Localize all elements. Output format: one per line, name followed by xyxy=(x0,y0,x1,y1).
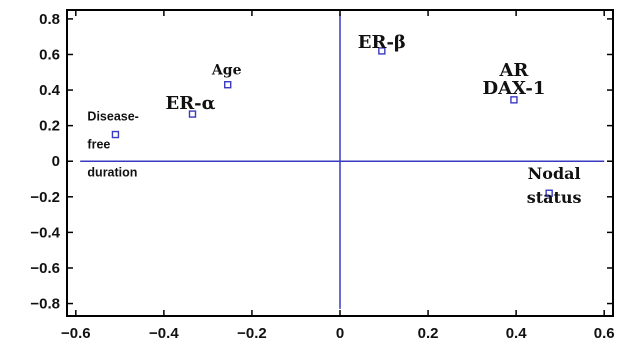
point-label-line: ER-β xyxy=(358,32,406,53)
y-tick-label: 0 xyxy=(52,153,60,170)
point-label-nodal-status: Nodal status xyxy=(527,164,582,207)
reference-lines xyxy=(80,13,605,309)
data-point-marker xyxy=(188,110,197,118)
data-point-marker xyxy=(111,130,120,139)
point-label-dax-1: DAX-1 xyxy=(482,78,545,99)
data-point-marker xyxy=(378,47,386,55)
point-label-line: duration xyxy=(87,166,137,180)
x-tick-label: 0.2 xyxy=(418,325,439,342)
y-tick-label: −0.8 xyxy=(30,296,60,313)
data-point-marker xyxy=(224,81,232,89)
y-tick-label: −0.6 xyxy=(30,260,60,277)
x-tick-label: 0 xyxy=(336,325,344,342)
point-label-line: Age xyxy=(211,63,242,79)
data-point-marker xyxy=(510,96,518,104)
point-label-disease-free-duration: Disease-free duration xyxy=(87,110,138,180)
point-label-er: ER-β xyxy=(358,32,406,53)
point-label-er: ER-α xyxy=(165,93,215,114)
point-label-line: Nodal xyxy=(528,164,581,183)
point-label-line: DAX-1 xyxy=(482,78,545,99)
data-point-marker xyxy=(545,189,553,197)
x-tick-label: 0.4 xyxy=(506,325,528,342)
y-tick-label: 0.8 xyxy=(39,11,60,28)
point-label-age: Age xyxy=(211,63,242,79)
x-tick-label: −0.2 xyxy=(237,325,267,342)
data-points xyxy=(111,47,553,197)
y-tick-label: 0.4 xyxy=(39,82,61,99)
point-label-line: ER-α xyxy=(165,93,215,114)
y-tick-label: 0.6 xyxy=(39,46,60,63)
point-label-ar: AR xyxy=(498,60,529,81)
point-label-line: free xyxy=(87,138,110,152)
x-tick-label: 0.6 xyxy=(594,325,615,342)
y-tick-label: 0.2 xyxy=(39,118,60,135)
point-label-line: Disease- xyxy=(87,110,138,124)
y-axis-ticks: 0.8 0.6 0.4 0.2 0 −0.2 −0.4 −0.6 −0.8 xyxy=(30,11,613,313)
y-tick-label: −0.2 xyxy=(30,189,60,206)
x-tick-label: −0.6 xyxy=(61,325,91,342)
point-label-line: status xyxy=(527,188,582,207)
x-tick-label: −0.4 xyxy=(149,325,179,342)
x-axis-ticks: −0.6 −0.4 −0.2 0 0.2 0.4 0.6 xyxy=(61,10,615,342)
point-label-line: AR xyxy=(498,60,529,81)
y-tick-label: −0.4 xyxy=(30,224,60,241)
